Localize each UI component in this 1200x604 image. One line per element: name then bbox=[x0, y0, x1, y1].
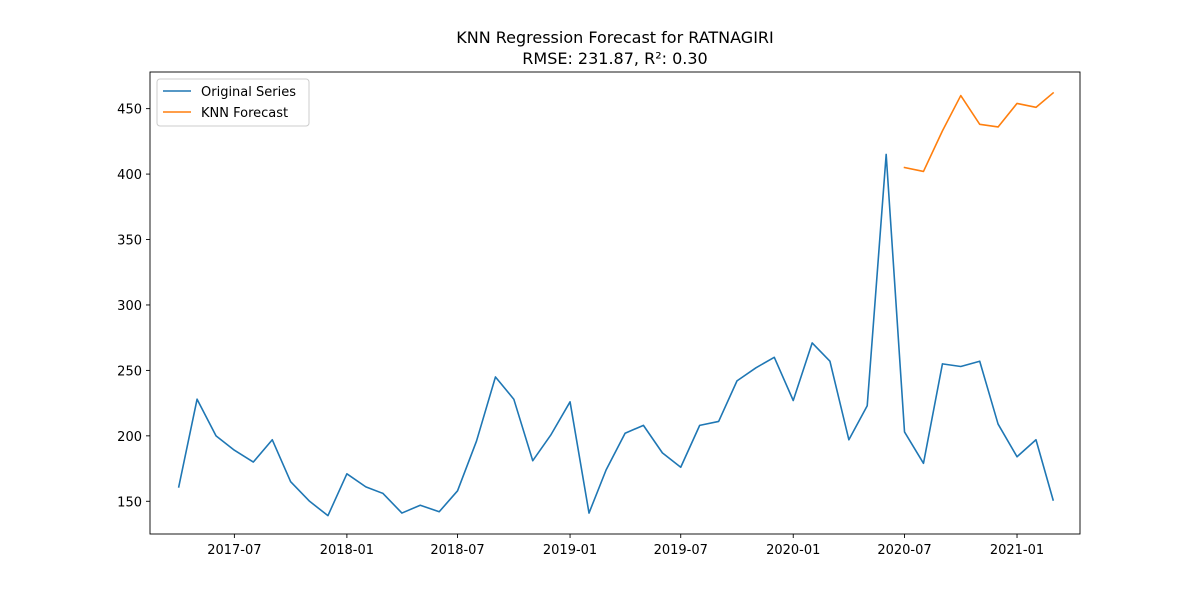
x-tick-label: 2020-01 bbox=[766, 543, 820, 558]
x-tick-label: 2017-07 bbox=[207, 543, 261, 558]
legend: Original Series KNN Forecast bbox=[157, 79, 309, 126]
series-line-original bbox=[179, 154, 1053, 515]
y-tick-label: 150 bbox=[117, 495, 142, 510]
chart-title: KNN Regression Forecast for RATNAGIRI bbox=[456, 28, 774, 47]
series-line-forecast bbox=[905, 93, 1054, 172]
x-tick-label: 2020-07 bbox=[877, 543, 931, 558]
y-tick-label: 350 bbox=[117, 234, 142, 249]
legend-label: KNN Forecast bbox=[201, 106, 288, 121]
y-tick-label: 300 bbox=[117, 299, 142, 314]
x-tick-label: 2018-07 bbox=[430, 543, 484, 558]
series-layer bbox=[179, 93, 1054, 516]
x-tick-label: 2019-01 bbox=[543, 543, 597, 558]
y-tick-label: 400 bbox=[117, 168, 142, 183]
x-tick-label: 2019-07 bbox=[654, 543, 708, 558]
y-tick-label: 250 bbox=[117, 364, 142, 379]
chart-subtitle: RMSE: 231.87, R²: 0.30 bbox=[522, 49, 707, 68]
y-tick-label: 450 bbox=[117, 103, 142, 118]
x-tick-label: 2018-01 bbox=[320, 543, 374, 558]
x-tick-label: 2021-01 bbox=[990, 543, 1044, 558]
legend-label: Original Series bbox=[201, 85, 296, 100]
plot-frame bbox=[150, 72, 1080, 534]
y-tick-label: 200 bbox=[117, 430, 142, 445]
